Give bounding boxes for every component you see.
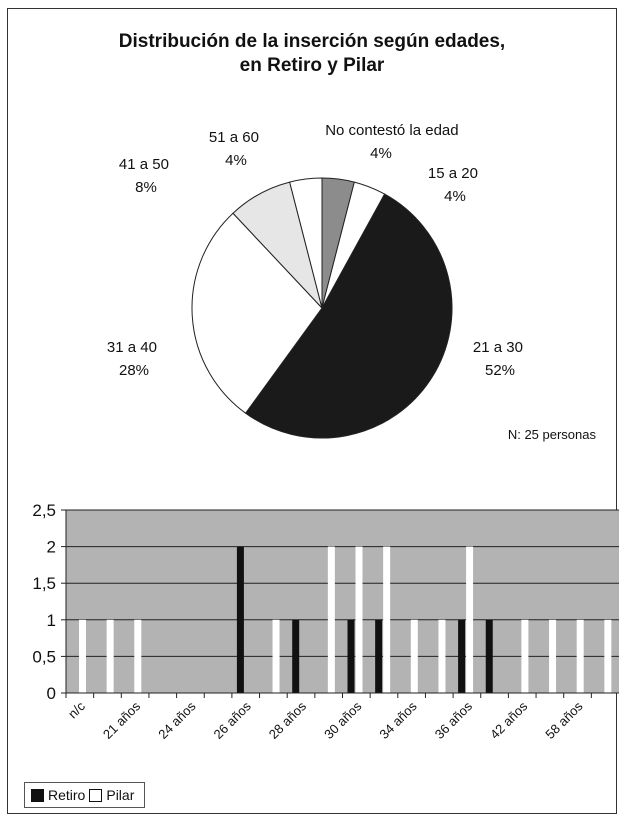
pie-label-41-50-pct: 8% xyxy=(135,179,157,196)
legend-item-retiro: Retiro xyxy=(31,787,85,803)
x-tick-label: 24 años xyxy=(155,698,199,742)
bar-retiro-8 xyxy=(292,619,300,693)
legend: Retiro Pilar xyxy=(24,782,146,808)
x-tick-label: 42 años xyxy=(487,698,531,742)
pie-label-51-60-pct: 4% xyxy=(225,152,247,169)
bar-pilar-10 xyxy=(355,546,363,693)
bar-retiro-11 xyxy=(375,619,383,693)
y-tick-label: 1 xyxy=(47,611,56,630)
bar-pilar-1 xyxy=(106,619,114,693)
y-tick-label: 2 xyxy=(47,538,56,557)
bar-retiro-14 xyxy=(458,619,466,693)
pie-label-21-30-name: 21 a 30 xyxy=(473,339,523,356)
bar-pilar-9 xyxy=(327,546,335,693)
bar-pilar-12 xyxy=(410,619,418,693)
bar-pilar-14 xyxy=(466,546,474,693)
x-axis-ticks: n/c 21 años 24 años 26 años 28 años 30 años 34… xyxy=(65,692,619,742)
legend-swatch-pilar xyxy=(89,788,103,802)
pie-label-15-20: 15 a 20 4% xyxy=(428,165,482,205)
bar-pilar-16 xyxy=(521,619,529,693)
pie-label-51-60: 51 a 60 4% xyxy=(209,129,263,169)
pie-label-31-40-pct: 28% xyxy=(119,362,149,379)
pie-label-no-contesto-name: No contestó la edad xyxy=(325,122,458,139)
pie-slice-5 xyxy=(289,177,323,309)
bar-pilar-17 xyxy=(549,619,557,693)
bar-pilar-11 xyxy=(383,546,391,693)
bar-pilar-2 xyxy=(134,619,142,693)
chart-title-line-2: en Retiro y Pilar xyxy=(239,55,385,76)
x-tick-label: 30 años xyxy=(321,698,365,742)
bar-pilar-7 xyxy=(272,619,280,693)
y-tick-label: 0,5 xyxy=(32,647,56,666)
legend-label-retiro: Retiro xyxy=(48,787,86,803)
pie-label-no-contesto-pct: 4% xyxy=(370,145,392,162)
x-tick-label: 28 años xyxy=(266,698,310,742)
pie-label-31-40-name: 31 a 40 xyxy=(107,339,157,356)
bar-pilar-19 xyxy=(604,619,612,693)
pie-slice-3 xyxy=(191,212,323,414)
pie-label-no-contesto: No contestó la edad 4% xyxy=(325,122,463,162)
bar-marks xyxy=(79,546,612,693)
x-tick-label: 36 años xyxy=(432,698,476,742)
bar-retiro-10 xyxy=(347,619,355,693)
pie-label-15-20-pct: 4% xyxy=(444,188,466,205)
legend-swatch-retiro xyxy=(31,788,44,802)
bar-pilar-18 xyxy=(576,619,584,693)
pie-slices xyxy=(191,177,453,439)
bar-retiro-6 xyxy=(236,546,244,693)
chart-title: Distribución de la inserción según edade… xyxy=(7,30,617,78)
pie-label-51-60-name: 51 a 60 xyxy=(209,129,259,146)
sample-size-note: N: 25 personas xyxy=(508,427,597,442)
bar-retiro-15 xyxy=(485,619,493,693)
bar-pilar-0 xyxy=(79,619,86,693)
y-tick-label: 0 xyxy=(47,684,56,703)
y-axis-ticks: 0 0,5 1 1,5 2 2,5 xyxy=(32,501,67,703)
x-tick-label: 21 años xyxy=(100,698,144,742)
pie-label-41-50: 41 a 50 8% xyxy=(119,156,173,196)
pie-label-41-50-name: 41 a 50 xyxy=(119,156,169,173)
plot-area xyxy=(66,510,619,693)
y-tick-label: 2,5 xyxy=(32,501,56,520)
x-tick-label: 34 años xyxy=(376,698,420,742)
y-tick-label: 1,5 xyxy=(32,574,56,593)
chart-title-line-1: Distribución de la inserción según edade… xyxy=(118,31,506,52)
bar-pilar-13 xyxy=(438,619,446,693)
legend-item-pilar: Pilar xyxy=(89,787,134,803)
pie-label-21-30-pct: 52% xyxy=(485,362,515,379)
pie-label-31-40: 31 a 40 28% xyxy=(107,339,161,379)
x-tick-label: 26 años xyxy=(211,698,255,742)
pie-label-21-30: 21 a 30 52% xyxy=(473,339,527,379)
x-tick-label: n/c xyxy=(65,698,88,721)
pie-label-15-20-name: 15 a 20 xyxy=(428,165,478,182)
legend-label-pilar: Pilar xyxy=(106,787,135,803)
pie-slice-2 xyxy=(244,193,453,439)
x-tick-label: 58 años xyxy=(542,698,586,742)
pie-chart: No contestó la edad 4% 15 a 20 4% 21 a 3… xyxy=(107,122,597,442)
